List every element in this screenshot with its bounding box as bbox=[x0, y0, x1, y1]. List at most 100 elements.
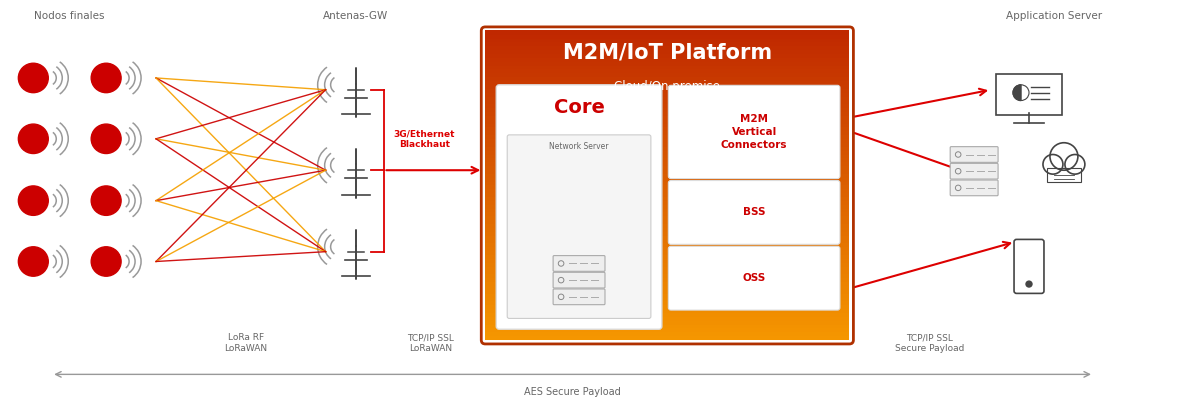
Bar bbox=[485, 68, 850, 73]
Bar bbox=[485, 324, 850, 328]
Bar bbox=[485, 331, 850, 336]
Bar bbox=[485, 119, 850, 124]
Bar bbox=[485, 72, 850, 77]
Circle shape bbox=[91, 186, 121, 215]
Bar bbox=[485, 273, 850, 278]
Bar bbox=[485, 281, 850, 286]
Bar bbox=[485, 126, 850, 131]
Bar bbox=[485, 215, 850, 220]
Bar bbox=[485, 169, 850, 174]
Bar bbox=[485, 165, 850, 170]
Bar bbox=[485, 223, 850, 228]
Bar bbox=[485, 266, 850, 270]
Bar bbox=[485, 76, 850, 81]
Bar bbox=[485, 258, 850, 263]
Bar bbox=[485, 146, 850, 151]
Bar bbox=[485, 254, 850, 259]
Bar bbox=[485, 208, 850, 212]
Bar bbox=[1046, 168, 1081, 182]
Bar bbox=[485, 150, 850, 154]
Bar bbox=[485, 107, 850, 112]
Bar bbox=[485, 335, 850, 340]
Text: TCP/IP SSL
Secure Payload: TCP/IP SSL Secure Payload bbox=[894, 333, 964, 352]
Text: LoRa RF
LoRaWAN: LoRa RF LoRaWAN bbox=[224, 333, 268, 352]
Bar bbox=[485, 115, 850, 120]
Bar bbox=[485, 296, 850, 301]
Bar bbox=[485, 227, 850, 232]
Bar bbox=[485, 134, 850, 139]
Bar bbox=[485, 138, 850, 143]
Bar bbox=[485, 192, 850, 197]
Bar bbox=[485, 154, 850, 158]
Bar bbox=[485, 312, 850, 317]
Bar bbox=[485, 177, 850, 182]
FancyBboxPatch shape bbox=[497, 85, 662, 329]
Text: M2M
Vertical
Connectors: M2M Vertical Connectors bbox=[721, 114, 787, 150]
Bar bbox=[485, 45, 850, 50]
Bar bbox=[485, 53, 850, 58]
Bar bbox=[485, 231, 850, 236]
Bar bbox=[485, 173, 850, 178]
Bar bbox=[485, 235, 850, 240]
FancyBboxPatch shape bbox=[996, 74, 1062, 115]
Bar bbox=[485, 65, 850, 70]
Text: M2M/IoT Platform: M2M/IoT Platform bbox=[563, 43, 772, 63]
Text: Application Server: Application Server bbox=[1006, 11, 1102, 21]
Bar bbox=[485, 293, 850, 298]
Bar bbox=[485, 42, 850, 46]
FancyBboxPatch shape bbox=[668, 180, 840, 244]
Bar bbox=[485, 204, 850, 209]
Bar bbox=[485, 100, 850, 104]
Bar bbox=[485, 250, 850, 255]
Circle shape bbox=[18, 247, 48, 276]
Bar bbox=[485, 30, 850, 35]
Text: Network Server: Network Server bbox=[550, 142, 608, 151]
Bar bbox=[485, 212, 850, 216]
Bar bbox=[485, 246, 850, 251]
Bar bbox=[485, 157, 850, 162]
Bar bbox=[485, 80, 850, 85]
Circle shape bbox=[91, 124, 121, 154]
Bar bbox=[485, 161, 850, 166]
Bar bbox=[485, 84, 850, 89]
Circle shape bbox=[18, 63, 48, 93]
Bar bbox=[485, 200, 850, 205]
Circle shape bbox=[18, 124, 48, 154]
Bar bbox=[485, 308, 850, 313]
Text: Cloud/On premise: Cloud/On premise bbox=[614, 80, 720, 93]
Bar bbox=[485, 142, 850, 147]
Bar bbox=[485, 262, 850, 266]
Bar bbox=[485, 304, 850, 309]
Bar bbox=[485, 111, 850, 116]
Bar bbox=[485, 300, 850, 305]
Text: Nodos finales: Nodos finales bbox=[34, 11, 104, 21]
Bar bbox=[485, 219, 850, 224]
Bar bbox=[485, 285, 850, 290]
Bar bbox=[485, 316, 850, 321]
FancyBboxPatch shape bbox=[553, 272, 605, 288]
Bar bbox=[485, 320, 850, 324]
Bar bbox=[485, 38, 850, 42]
Text: AES Secure Payload: AES Secure Payload bbox=[523, 387, 620, 397]
FancyBboxPatch shape bbox=[668, 85, 840, 178]
Bar bbox=[485, 277, 850, 282]
Bar bbox=[485, 34, 850, 38]
FancyBboxPatch shape bbox=[508, 135, 650, 318]
Bar bbox=[485, 188, 850, 193]
Bar bbox=[485, 96, 850, 100]
Text: Antenas-GW: Antenas-GW bbox=[323, 11, 388, 21]
Bar bbox=[485, 103, 850, 108]
Bar bbox=[485, 49, 850, 54]
Text: 3G/Ethernet
Blackhaut: 3G/Ethernet Blackhaut bbox=[394, 129, 455, 149]
Text: BSS: BSS bbox=[743, 208, 766, 218]
Text: OSS: OSS bbox=[743, 273, 766, 283]
Wedge shape bbox=[1013, 85, 1021, 100]
Bar bbox=[485, 328, 850, 332]
Bar bbox=[485, 270, 850, 274]
Circle shape bbox=[91, 247, 121, 276]
Bar bbox=[485, 130, 850, 135]
Bar bbox=[485, 123, 850, 128]
Bar bbox=[485, 242, 850, 247]
Bar bbox=[485, 88, 850, 93]
Bar bbox=[485, 184, 850, 189]
